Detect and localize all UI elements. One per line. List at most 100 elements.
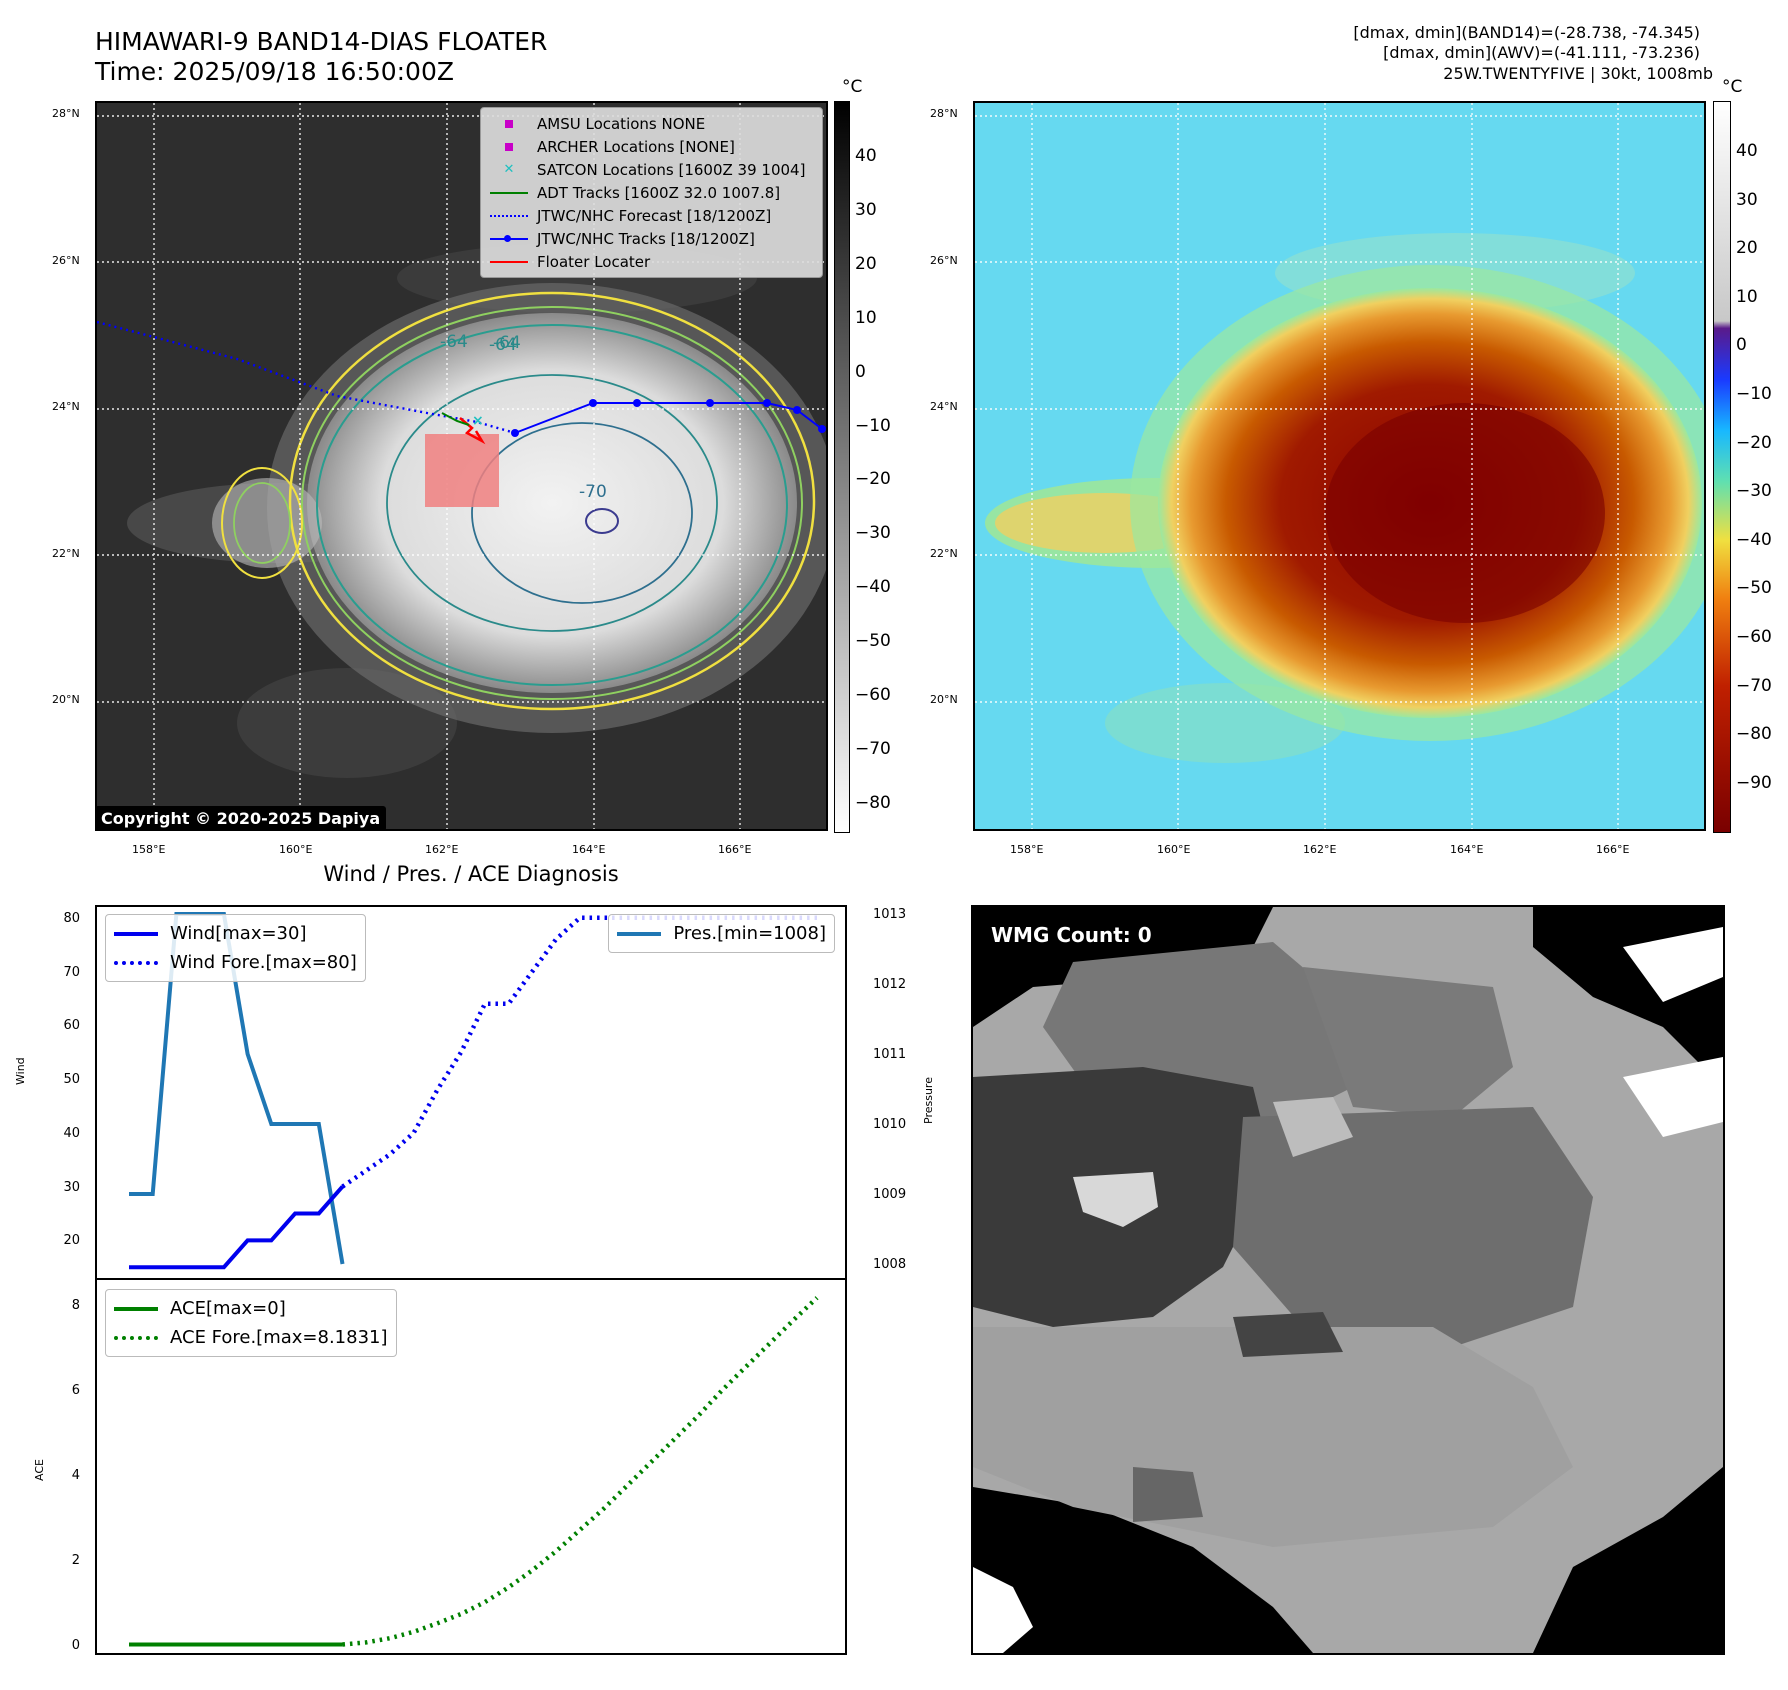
legend-ace: ACE[max=0] (114, 1294, 388, 1323)
square-marker-icon (489, 119, 529, 128)
info-storm: 25W.TWENTYFIVE | 30kt, 1008mb (1443, 64, 1713, 83)
tick-label: −70 (1736, 675, 1772, 696)
tick-label: 1012 (873, 977, 907, 992)
square-marker-icon (489, 142, 529, 151)
lat-label: 22°N (52, 547, 80, 560)
wmg-image (973, 907, 1723, 1653)
tick-label: −50 (1736, 578, 1772, 599)
series-line-pressure (129, 912, 345, 1265)
line-icon (489, 191, 529, 194)
series-line-ace-forecast (342, 1296, 819, 1647)
tick-label: 20 (63, 1233, 80, 1249)
lat-label: 24°N (930, 400, 958, 413)
dotted-line-icon (114, 960, 158, 965)
tick-label: −10 (855, 415, 891, 436)
info-awv: [dmax, dmin](AWV)=(-41.111, -73.236) (1383, 43, 1700, 62)
legend-tracks: JTWC/NHC Tracks [18/1200Z] (489, 227, 814, 250)
tick-label: 80 (63, 910, 80, 926)
legend-pres: Pres.[min=1008] (617, 919, 826, 948)
tick-label: 40 (1736, 141, 1758, 161)
lon-label: 166°E (718, 843, 752, 856)
tick-label: −60 (855, 685, 891, 705)
lat-label: 26°N (52, 254, 80, 267)
tick-label: −60 (1736, 627, 1772, 647)
dotted-line-icon (114, 1335, 158, 1340)
tick-label: −90 (1736, 772, 1772, 793)
contour-label: -64 (440, 332, 468, 352)
line-icon (114, 931, 158, 936)
tick-label: 6 (71, 1383, 80, 1399)
legend-forecast: JTWC/NHC Forecast [18/1200Z] (489, 204, 814, 227)
lat-label: 26°N (930, 254, 958, 267)
lon-label: 164°E (572, 843, 606, 856)
wind-panel: Wind[max=30] Wind Fore.[max=80] Pres.[mi… (95, 905, 847, 1280)
line-icon (114, 1306, 158, 1311)
tick-label: 30 (1736, 189, 1758, 210)
enhanced-map-svg (975, 103, 1704, 829)
line-icon (617, 931, 662, 936)
lon-label: 160°E (1157, 843, 1191, 856)
tick-label: 4 (71, 1467, 80, 1483)
colorbar-right (1713, 101, 1731, 833)
map-legend: AMSU Locations NONE ARCHER Locations [NO… (480, 107, 823, 278)
lon-label: 158°E (1010, 843, 1044, 856)
legend-ace-fore: ACE Fore.[max=8.1831] (114, 1323, 388, 1352)
lat-label: 28°N (930, 107, 958, 120)
ace-panel: ACE[max=0] ACE Fore.[max=8.1831] (95, 1278, 847, 1655)
tick-label: −80 (855, 792, 891, 813)
ir-map-panel: -64 -64 -70 -64 × (95, 101, 828, 831)
legend-adt: ADT Tracks [1600Z 32.0 1007.8] (489, 181, 814, 204)
colorbar-left (834, 101, 850, 833)
lat-label: 22°N (930, 547, 958, 560)
tick-label: 20 (1736, 238, 1758, 259)
tick-label: 40 (855, 146, 877, 166)
tick-label: 30 (63, 1179, 80, 1195)
colorbar-left-unit: °C (842, 77, 863, 97)
forecast-track (97, 320, 516, 435)
info-band14: [dmax, dmin](BAND14)=(-28.738, -74.345) (1353, 23, 1700, 42)
tick-label: 30 (855, 199, 877, 220)
line-dot-icon (489, 234, 529, 242)
tick-label: 1008 (873, 1257, 907, 1272)
diagnosis-title: Wind / Pres. / ACE Diagnosis (323, 862, 619, 886)
wind-chart (129, 912, 817, 1270)
floater-box (425, 434, 499, 507)
series-line-wind-forecast (341, 915, 817, 1189)
ace-legend: ACE[max=0] ACE Fore.[max=8.1831] (105, 1289, 397, 1357)
tick-label: 1009 (873, 1187, 907, 1202)
tick-label: −40 (1736, 529, 1772, 550)
legend-wind-fore: Wind Fore.[max=80] (114, 948, 357, 977)
tick-label: −20 (1736, 432, 1772, 453)
tick-label: −80 (1736, 724, 1772, 745)
tick-label: 0 (855, 361, 866, 382)
tick-label: 0 (71, 1637, 80, 1653)
lon-label: 162°E (1303, 843, 1337, 856)
lon-label: 162°E (425, 843, 459, 856)
dotted-line-icon (489, 214, 529, 217)
lat-label: 20°N (930, 693, 958, 706)
tick-label: −20 (855, 469, 891, 490)
satcon-marker: × (472, 413, 484, 429)
x-marker-icon: ✕ (503, 162, 515, 177)
tick-label: 70 (63, 964, 80, 980)
wind-ylabel: Wind (14, 1057, 27, 1085)
tick-label: 1011 (873, 1047, 907, 1062)
ace-chart (129, 1296, 819, 1647)
tick-label: 1010 (873, 1117, 907, 1132)
lon-label: 158°E (132, 843, 166, 856)
tick-label: −40 (855, 577, 891, 598)
pres-legend: Pres.[min=1008] (608, 914, 835, 953)
lon-label: 166°E (1596, 843, 1630, 856)
legend-floater: Floater Locater (489, 250, 814, 273)
pressure-ylabel: Pressure (922, 1077, 935, 1124)
wind-legend: Wind[max=30] Wind Fore.[max=80] (105, 914, 366, 982)
tick-label: 2 (71, 1552, 80, 1568)
legend-wind: Wind[max=30] (114, 919, 357, 948)
ace-ylabel: ACE (33, 1459, 46, 1481)
lat-label: 24°N (52, 400, 80, 413)
tick-label: 20 (855, 253, 877, 274)
tick-label: 8 (71, 1298, 80, 1314)
tick-label: 10 (855, 307, 877, 328)
tick-label: −50 (855, 631, 891, 652)
tick-label: 0 (1736, 335, 1747, 356)
